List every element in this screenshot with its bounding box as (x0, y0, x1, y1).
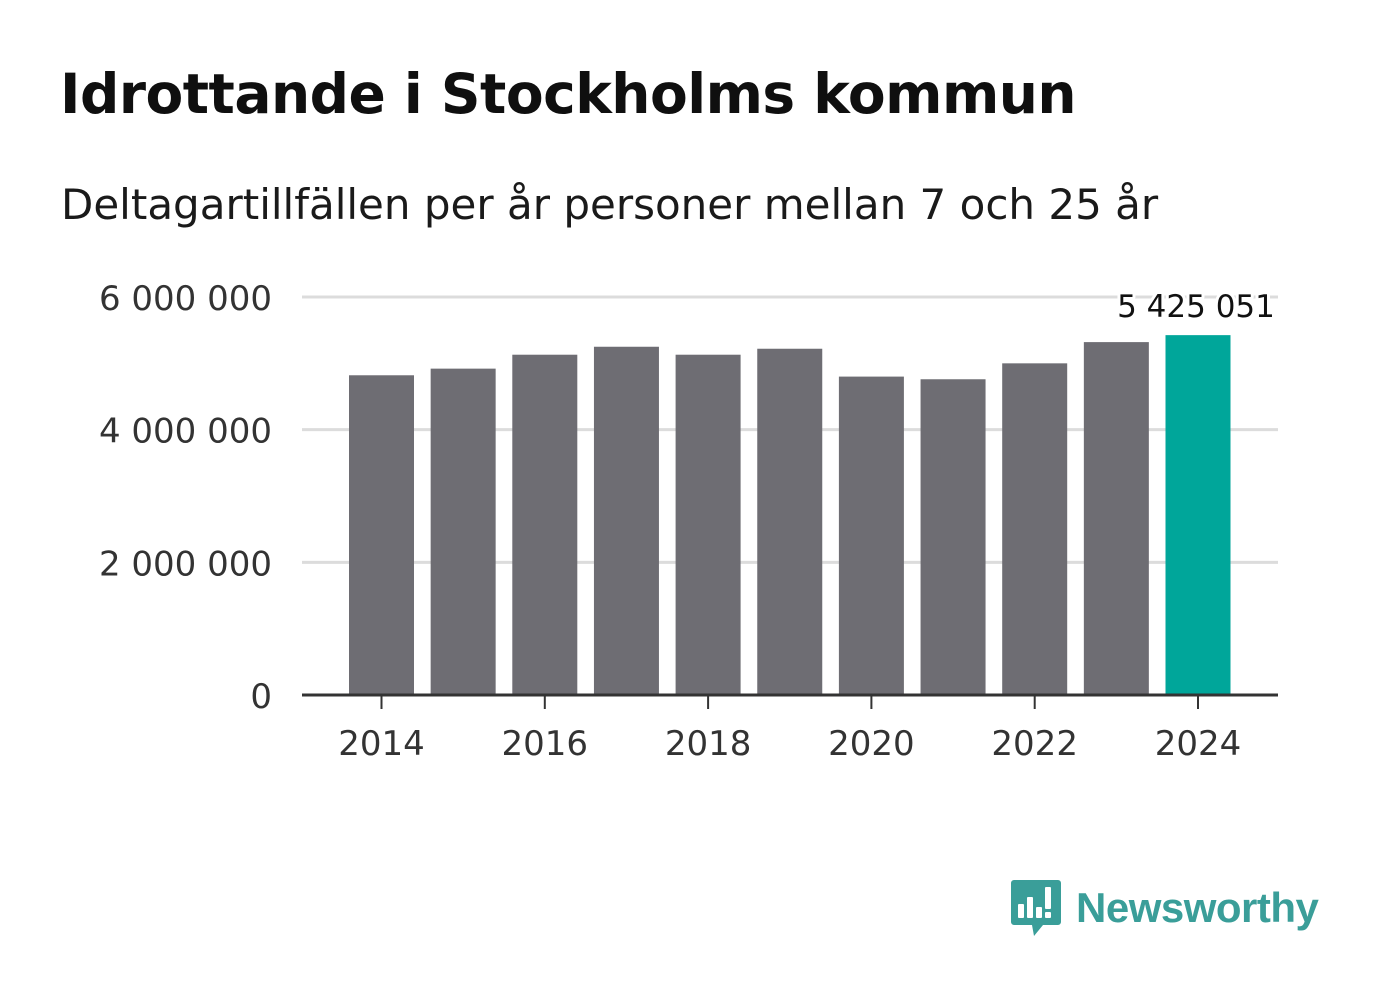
y-tick-label: 0 (250, 677, 272, 717)
newsworthy-logo-icon (1011, 880, 1061, 936)
newsworthy-logo: Newsworthy (1010, 878, 1319, 938)
data-label: 5 425 051 (1117, 289, 1275, 325)
bar (757, 348, 823, 695)
bar (838, 376, 904, 695)
bar (675, 354, 741, 695)
x-tick-label: 2022 (991, 724, 1078, 764)
bars (349, 335, 1231, 695)
bar (920, 379, 986, 695)
axes: 0 2 000 000 4 000 000 6 000 000 2014 2016 2018… (99, 279, 1278, 764)
bar (1002, 363, 1068, 695)
bar (593, 346, 659, 695)
bar (430, 368, 496, 695)
y-tick-label: 4 000 000 (99, 412, 272, 452)
bar (1083, 342, 1149, 695)
x-tick-label: 2014 (338, 724, 425, 764)
x-tick-label: 2024 (1155, 724, 1242, 764)
bar (512, 354, 578, 695)
brand-name: Newsworthy (1076, 884, 1319, 931)
bar (349, 375, 414, 695)
x-tick-label: 2020 (828, 724, 915, 764)
y-tick-label: 2 000 000 (99, 544, 272, 584)
bar-highlight (1165, 335, 1231, 695)
y-tick-label: 6 000 000 (99, 279, 272, 319)
chart-title: Idrottande i Stockholms kommun (60, 62, 1077, 126)
x-tick-label: 2016 (502, 724, 589, 764)
chart-subtitle: Deltagartillfällen per år personer mella… (61, 180, 1159, 229)
data-labels: 5 425 051 (1114, 286, 1278, 328)
x-tick-label: 2018 (665, 724, 752, 764)
